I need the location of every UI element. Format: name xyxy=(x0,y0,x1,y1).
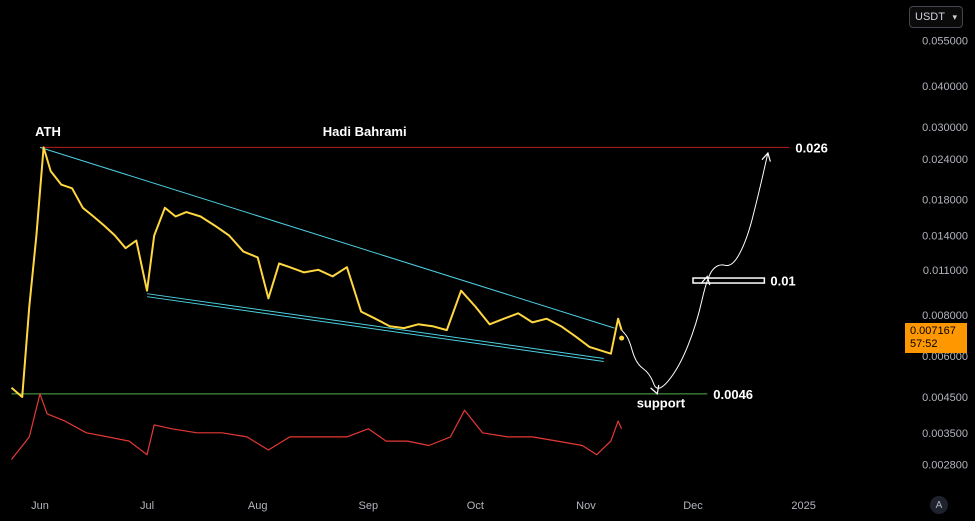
price-tick-label: 0.055000 xyxy=(922,36,968,48)
time-tick-label: Aug xyxy=(248,500,268,512)
annotation-label: Hadi Bahrami xyxy=(323,124,407,139)
falling-wedge xyxy=(39,146,615,362)
currency-label: USDT xyxy=(915,11,945,23)
time-tick-label: Jun xyxy=(31,500,49,512)
arrow-head-icon xyxy=(761,151,771,162)
level-box xyxy=(692,277,766,284)
auto-scale-button[interactable]: A xyxy=(930,496,948,514)
arrow-head-icon xyxy=(700,275,711,286)
level-lines: 0.026 0.01 0.0046 xyxy=(11,140,828,402)
last-price-tag: 0.007167 57:52 xyxy=(905,323,967,353)
price-tick-label: 0.008000 xyxy=(922,310,968,322)
level-label: 0.026 xyxy=(795,140,828,155)
price-tick-label: 0.014000 xyxy=(922,230,968,242)
time-tick-label: Jul xyxy=(140,500,154,512)
projection-curve xyxy=(621,152,769,389)
indicator-line xyxy=(11,393,623,460)
price-axis: 0.055000 0.040000 0.030000 0.024000 0.018000… xyxy=(922,36,968,472)
price-tick-label: 0.024000 xyxy=(922,154,968,166)
arrow-head-icon xyxy=(650,384,660,396)
annotation-label: ATH xyxy=(35,124,61,139)
wedge-upper-line xyxy=(39,146,615,329)
wedge-lower-line xyxy=(146,296,604,362)
price-tick-label: 0.002800 xyxy=(922,460,968,472)
time-tick-label: 2025 xyxy=(791,500,815,512)
time-axis: Jun Jul Aug Sep Oct Nov Dec 2025 xyxy=(31,500,816,512)
price-tick-label: 0.006000 xyxy=(922,351,968,363)
price-tick-label: 0.004500 xyxy=(922,392,968,404)
time-tick-label: Nov xyxy=(576,500,596,512)
level-label: 0.0046 xyxy=(713,387,753,402)
price-tick-label: 0.018000 xyxy=(922,195,968,207)
auto-scale-label: A xyxy=(935,499,943,511)
level-label: 0.01 xyxy=(770,274,795,289)
price-line xyxy=(10,146,623,398)
time-tick-label: Oct xyxy=(467,500,484,512)
time-tick-label: Sep xyxy=(358,500,378,512)
price-tick-label: 0.003500 xyxy=(922,428,968,440)
price-tick-label: 0.011000 xyxy=(923,265,968,277)
projection-path xyxy=(621,151,771,396)
last-price-value: 0.007167 xyxy=(910,325,956,337)
annotation-label: support xyxy=(637,395,686,410)
wedge-lower-line xyxy=(146,293,604,359)
time-tick-label: Dec xyxy=(683,500,703,512)
bar-countdown: 57:52 xyxy=(910,338,938,350)
currency-selector[interactable]: USDT ▾ xyxy=(909,6,963,28)
chart-annotations: ATH Hadi Bahrami support xyxy=(35,124,686,411)
price-tick-label: 0.030000 xyxy=(922,122,968,134)
chevron-down-icon: ▾ xyxy=(952,11,957,22)
last-price-dot xyxy=(619,335,625,341)
price-tick-label: 0.040000 xyxy=(922,81,968,93)
series-group xyxy=(10,146,625,460)
